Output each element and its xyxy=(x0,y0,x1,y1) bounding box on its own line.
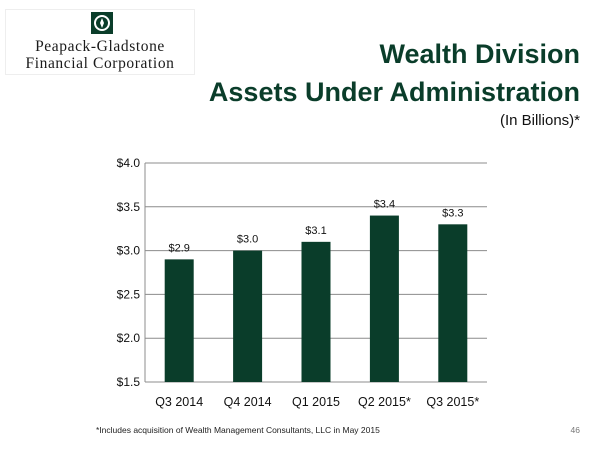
x-tick-label: Q2 2015* xyxy=(358,395,411,409)
y-tick-label: $2.5 xyxy=(117,287,141,301)
bar xyxy=(164,259,194,382)
y-tick-label: $1.5 xyxy=(117,375,141,389)
footnote: *Includes acquisition of Wealth Manageme… xyxy=(96,425,380,435)
y-tick-label: $3.0 xyxy=(117,244,141,258)
bar xyxy=(301,241,331,382)
data-label: $3.3 xyxy=(442,207,463,219)
y-tick-label: $3.5 xyxy=(117,200,141,214)
data-label: $3.4 xyxy=(374,199,395,211)
logo-text-line1: Peapack-Gladstone xyxy=(35,38,165,55)
y-tick-label: $4.0 xyxy=(117,156,141,170)
company-logo: Peapack-Gladstone Financial Corporation xyxy=(6,10,194,74)
data-label: $3.1 xyxy=(305,225,326,237)
bar xyxy=(233,250,263,382)
logo-emblem-icon xyxy=(91,12,113,34)
x-tick-label: Q3 2015* xyxy=(426,395,479,409)
data-label: $2.9 xyxy=(168,242,189,254)
data-label: $3.0 xyxy=(237,234,258,246)
chart-subtitle: (In Billions)* xyxy=(499,112,580,129)
x-tick-label: Q1 2015 xyxy=(292,395,340,409)
slide-title-line2: Assets Under Administration xyxy=(208,77,580,107)
x-tick-label: Q4 2014 xyxy=(224,395,272,409)
x-tick-label: Q3 2014 xyxy=(155,395,203,409)
bar xyxy=(369,215,399,382)
bar xyxy=(438,224,468,382)
page-number: 46 xyxy=(570,425,580,435)
y-tick-label: $2.0 xyxy=(117,331,141,345)
logo-text-line2: Financial Corporation xyxy=(25,55,175,72)
slide-title-line1: Wealth Division xyxy=(379,39,580,69)
